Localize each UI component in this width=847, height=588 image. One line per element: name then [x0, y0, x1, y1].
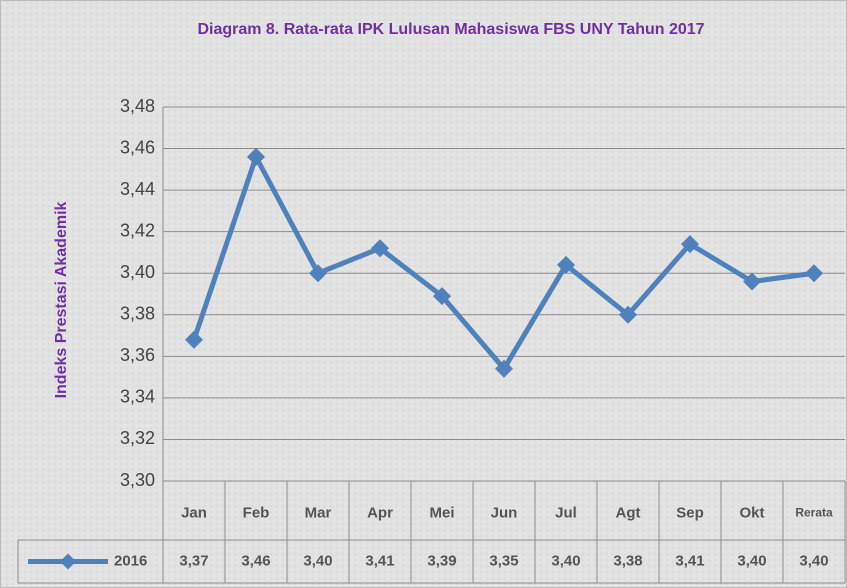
- table-value: 3,40: [303, 552, 332, 569]
- x-tick-label: Jul: [555, 504, 577, 521]
- marker: [185, 330, 203, 349]
- x-tick-label: Apr: [367, 504, 393, 521]
- y-axis-label: Indeks Prestasi Akademik: [53, 201, 70, 398]
- marker: [433, 287, 451, 306]
- table-value: 3,38: [613, 552, 642, 569]
- x-tick-label: Okt: [739, 504, 764, 521]
- y-tick-label: 3,32: [120, 428, 155, 448]
- x-tick-label: Rerata: [795, 506, 833, 520]
- table-value: 3,37: [179, 552, 208, 569]
- marker: [309, 264, 327, 283]
- y-tick-label: 3,40: [120, 262, 155, 282]
- y-tick-label: 3,34: [120, 387, 155, 407]
- y-tick-label: 3,38: [120, 304, 155, 324]
- table-value: 3,39: [427, 552, 456, 569]
- table-value: 3,40: [551, 552, 580, 569]
- table-value: 3,41: [675, 552, 704, 569]
- table-value: 3,41: [365, 552, 394, 569]
- marker: [371, 239, 389, 258]
- table-value: 3,35: [489, 552, 518, 569]
- x-tick-label: Mei: [429, 504, 454, 521]
- marker: [743, 272, 761, 291]
- x-tick-label: Jun: [491, 504, 518, 521]
- x-tick-label: Feb: [243, 504, 270, 521]
- y-tick-label: 3,48: [120, 96, 155, 116]
- x-tick-label: Mar: [305, 504, 332, 521]
- legend-marker: [60, 553, 76, 570]
- legend-label: 2016: [114, 552, 147, 569]
- x-tick-label: Sep: [676, 504, 704, 521]
- y-tick-label: 3,46: [120, 137, 155, 157]
- x-tick-label: Agt: [616, 504, 641, 521]
- x-tick-label: Jan: [181, 504, 207, 521]
- y-tick-label: 3,30: [120, 470, 155, 490]
- marker: [557, 255, 575, 274]
- table-value: 3,40: [737, 552, 766, 569]
- marker: [805, 264, 823, 283]
- y-tick-label: 3,44: [120, 179, 155, 199]
- marker: [619, 305, 637, 324]
- chart-title: Diagram 8. Rata-rata IPK Lulusan Mahasis…: [197, 21, 704, 38]
- marker: [681, 235, 699, 254]
- y-tick-label: 3,36: [120, 345, 155, 365]
- table-value: 3,46: [241, 552, 270, 569]
- table-value: 3,40: [799, 552, 828, 569]
- y-tick-label: 3,42: [120, 220, 155, 240]
- marker: [247, 147, 265, 166]
- marker: [495, 359, 513, 378]
